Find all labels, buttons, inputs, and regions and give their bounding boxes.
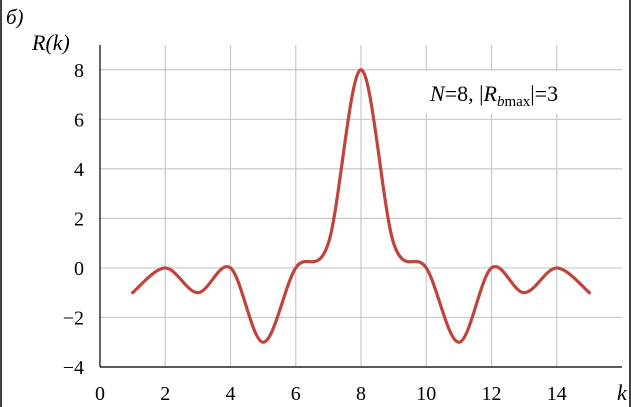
y-tick-label: −2 (63, 307, 84, 329)
x-tick-label: 8 (356, 383, 366, 405)
legend-n-label: N (429, 81, 446, 106)
legend-r-value: |=3 (530, 81, 558, 106)
data-point (327, 242, 330, 245)
data-point (229, 266, 232, 269)
y-tick-label: 2 (74, 208, 84, 230)
x-tick-label: 6 (291, 383, 301, 405)
data-point (523, 291, 526, 294)
legend-text: N=8, |Rbmax|=3 (429, 81, 558, 110)
legend-r-label: R (483, 81, 498, 106)
x-tick-label: 14 (547, 383, 567, 405)
y-tick-label: 6 (74, 109, 84, 131)
legend-box: N=8, |Rbmax|=3 (418, 71, 614, 114)
data-point (490, 266, 493, 269)
data-point (425, 266, 428, 269)
data-point (164, 266, 167, 269)
y-tick-label: 4 (74, 159, 84, 181)
y-axis-label: R(k) (31, 30, 70, 55)
y-tick-label: −4 (63, 357, 84, 379)
data-point (359, 68, 362, 71)
legend-r-sub2: max (504, 94, 530, 110)
panel-label: б) (6, 5, 24, 29)
data-point (555, 266, 558, 269)
data-point (588, 291, 591, 294)
y-tick-label: 0 (74, 258, 84, 280)
data-point (196, 291, 199, 294)
data-point (262, 341, 265, 344)
legend-n-value: =8, | (445, 81, 484, 106)
data-point (392, 242, 395, 245)
x-tick-label: 10 (416, 383, 436, 405)
x-tick-label: 12 (482, 383, 502, 405)
data-point (457, 341, 460, 344)
data-point (294, 266, 297, 269)
x-tick-label: 4 (226, 383, 236, 405)
data-point (131, 291, 134, 294)
x-tick-label: 0 (95, 383, 105, 405)
x-tick-label: 2 (160, 383, 170, 405)
x-axis-label: k (617, 380, 628, 405)
y-tick-label: 8 (74, 60, 84, 82)
